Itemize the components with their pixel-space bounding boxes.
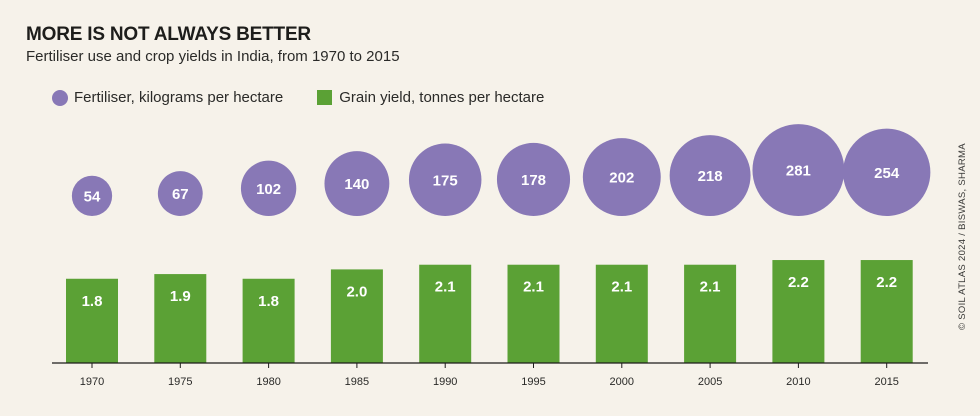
x-axis-tick-label: 1995 [521, 376, 545, 388]
grain-yield-bar-label: 1.9 [170, 288, 191, 305]
credit-text: © SOIL ATLAS 2024 / BISWAS, SHARMA [957, 143, 968, 330]
grain-yield-bar-label: 2.2 [876, 274, 897, 291]
legend-circle-icon [52, 89, 68, 106]
grain-yield-bar [684, 264, 737, 363]
fertiliser-bubble-label: 67 [172, 186, 189, 203]
x-axis-tick-label: 1975 [168, 376, 192, 388]
x-axis-tick-label: 1970 [80, 376, 104, 388]
grain-yield-bar [595, 264, 648, 363]
legend-label-fertiliser: Fertiliser, kilograms per hectare [74, 89, 284, 106]
grain-yield-bar [154, 274, 207, 363]
fertiliser-bubble-label: 102 [256, 181, 281, 198]
grain-yield-bar-label: 2.1 [700, 279, 721, 296]
fertiliser-bubble-label: 218 [698, 168, 723, 185]
grain-yield-bar [330, 269, 383, 363]
grain-yield-bar [419, 264, 472, 363]
x-axis-tick-label: 2010 [786, 376, 810, 388]
grain-yield-bar-label: 2.1 [523, 279, 544, 296]
grain-yield-bar [860, 260, 913, 363]
x-axis-tick-label: 1990 [433, 376, 457, 388]
legend-label-grain-yield: Grain yield, tonnes per hectare [339, 89, 545, 106]
fertiliser-bubble [752, 124, 845, 216]
fertiliser-bubble [240, 160, 297, 217]
fertiliser-bubble [71, 175, 113, 216]
grain-yield-bar-label: 2.2 [788, 274, 809, 291]
grain-yield-bar-label: 2.0 [346, 283, 367, 300]
grain-yield-bar [242, 278, 295, 363]
x-axis-tick-label: 1985 [345, 376, 369, 388]
x-axis-tick-label: 2000 [610, 376, 634, 388]
grain-yield-bar [66, 278, 118, 363]
fertiliser-bubble-label: 54 [84, 188, 101, 205]
grain-yield-bar-label: 1.8 [82, 293, 103, 310]
legend: Fertiliser, kilograms per hectare Grain … [52, 89, 578, 106]
fertiliser-bubble [157, 171, 203, 216]
legend-item-grain-yield: Grain yield, tonnes per hectare [317, 89, 544, 106]
fertiliser-bubble-label: 175 [433, 172, 458, 189]
legend-item-fertiliser: Fertiliser, kilograms per hectare [52, 89, 283, 106]
chart-subtitle: Fertiliser use and crop yields in India,… [26, 48, 400, 65]
fertiliser-bubble-label: 202 [609, 170, 634, 187]
x-axis-tick-label: 2005 [698, 376, 722, 388]
grain-yield-bar [507, 264, 560, 363]
grain-yield-bar-label: 1.8 [258, 293, 279, 310]
fertiliser-bubble [582, 138, 661, 216]
fertiliser-bubble-label: 254 [874, 165, 900, 182]
legend-square-icon [317, 90, 333, 105]
fertiliser-bubble-label: 178 [521, 172, 546, 189]
fertiliser-bubble-label: 281 [786, 163, 811, 180]
fertiliser-bubble [408, 143, 482, 216]
fertiliser-bubble [496, 142, 571, 217]
chart-title: MORE IS NOT ALWAYS BETTER [26, 24, 311, 45]
grain-yield-bar [772, 260, 825, 363]
grain-yield-bar-label: 2.1 [435, 279, 456, 296]
fertiliser-bubble-label: 140 [344, 176, 369, 193]
fertiliser-bubble [324, 151, 390, 216]
fertiliser-bubble [669, 135, 751, 216]
x-axis-tick-label: 1980 [256, 376, 280, 388]
fertiliser-bubble [843, 128, 931, 216]
x-axis-tick-label: 2015 [874, 376, 898, 388]
grain-yield-bar-label: 2.1 [611, 279, 632, 296]
